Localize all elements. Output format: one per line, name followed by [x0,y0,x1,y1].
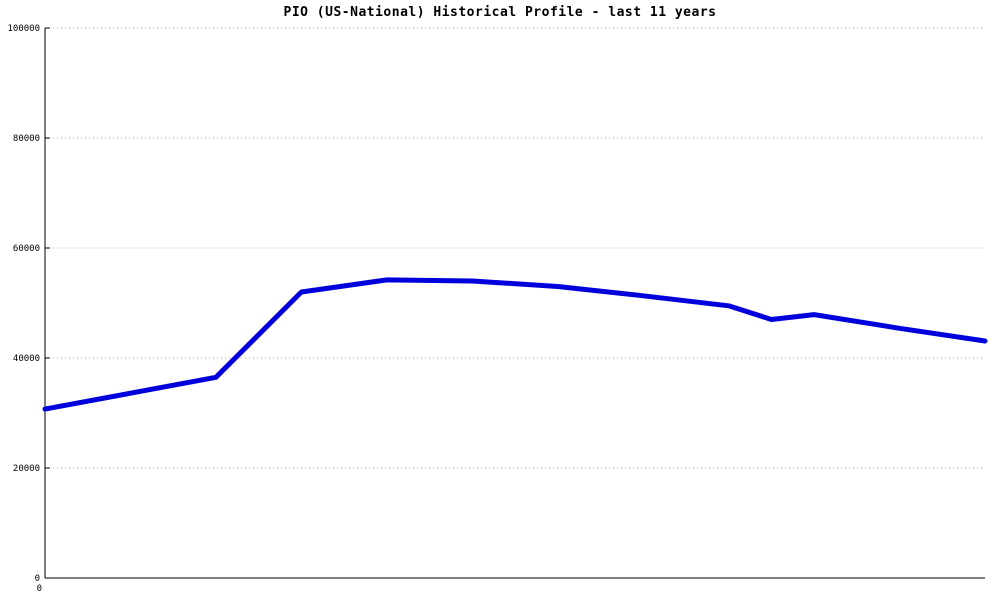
y-tick-label: 20000 [13,464,40,474]
y-tick-label: 60000 [13,244,40,254]
y-tick-label: 80000 [13,134,40,144]
data-line [42,277,988,412]
y-tick-label: 100000 [7,24,40,34]
y-tick-label: 40000 [13,354,40,364]
x-tick-label: 0 [37,584,42,594]
y-tick-label: 0 [35,574,40,584]
chart-title: PIO (US-National) Historical Profile - l… [283,5,717,20]
